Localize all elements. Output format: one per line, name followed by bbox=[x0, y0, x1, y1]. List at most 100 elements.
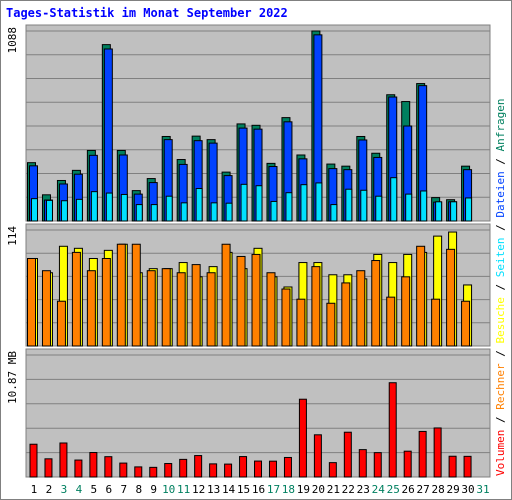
bar-volumen bbox=[74, 459, 83, 478]
bar-rechner bbox=[281, 288, 291, 347]
bar-volumen bbox=[433, 427, 442, 478]
bar-volumen bbox=[403, 450, 412, 478]
bar-seiten bbox=[270, 200, 278, 222]
legend-item: Volumen bbox=[494, 430, 507, 476]
x-tick-label: 2 bbox=[46, 483, 53, 496]
right-legend: Volumen / Rechner / Besuche / Seiten / D… bbox=[494, 98, 507, 476]
x-tick-label: 21 bbox=[327, 483, 340, 496]
bar-seiten bbox=[135, 204, 143, 222]
bar-volumen bbox=[164, 463, 173, 478]
bar-seiten bbox=[45, 199, 53, 222]
bar-seiten bbox=[255, 185, 263, 222]
bar-rechner bbox=[446, 248, 456, 347]
bar-volumen bbox=[373, 452, 382, 478]
legend-item: Seiten bbox=[494, 238, 507, 278]
panel-middle: 114 bbox=[6, 223, 491, 347]
bar-rechner bbox=[146, 270, 156, 347]
bar-rechner bbox=[71, 251, 81, 347]
bar-seiten bbox=[165, 195, 173, 222]
bar-rechner bbox=[221, 243, 231, 347]
legend-item: Anfragen bbox=[494, 98, 507, 151]
bar-seiten bbox=[300, 184, 308, 222]
bar-seiten bbox=[360, 189, 368, 222]
x-tick-label: 17 bbox=[267, 483, 280, 496]
panels: 1088 114 10.87 MB bbox=[6, 24, 491, 478]
bar-seiten bbox=[390, 177, 398, 222]
x-tick-label: 8 bbox=[135, 483, 142, 496]
bar-seiten bbox=[345, 188, 353, 222]
bar-seiten bbox=[375, 195, 383, 222]
bar-rechner bbox=[206, 272, 216, 347]
bar-rechner bbox=[341, 282, 351, 347]
x-tick-label: 22 bbox=[342, 483, 355, 496]
bar-rechner bbox=[161, 268, 171, 347]
bar-volumen bbox=[313, 434, 322, 478]
bar-seiten bbox=[330, 204, 338, 222]
bar-rechner bbox=[266, 272, 276, 347]
bar-rechner bbox=[416, 245, 426, 347]
bar-volumen bbox=[104, 456, 113, 478]
bar-rechner bbox=[371, 260, 381, 347]
bar-rechner bbox=[56, 300, 66, 347]
bar-volumen bbox=[298, 398, 307, 478]
bar-seiten bbox=[75, 198, 83, 222]
legend-item: Dateien bbox=[494, 171, 507, 217]
legend-item: / bbox=[494, 410, 507, 430]
bar-rechner bbox=[296, 298, 306, 347]
bar-rechner bbox=[356, 270, 366, 347]
chart-title: Tages-Statistik im Monat September 2022 bbox=[6, 6, 288, 20]
bar-volumen bbox=[149, 466, 158, 478]
panel-bottom: 10.87 MB bbox=[6, 348, 491, 478]
bar-volumen bbox=[119, 462, 128, 478]
bar-rechner bbox=[131, 243, 141, 347]
bar-seiten bbox=[405, 193, 413, 222]
x-tick-label: 6 bbox=[106, 483, 113, 496]
bar-volumen bbox=[358, 449, 367, 478]
x-tick-label: 11 bbox=[177, 483, 190, 496]
y-tick-label: 1088 bbox=[6, 27, 19, 54]
bar-volumen bbox=[134, 466, 143, 478]
bar-volumen bbox=[343, 431, 352, 478]
bar-volumen bbox=[283, 456, 292, 478]
bar-rechner bbox=[251, 253, 261, 347]
x-tick-label: 28 bbox=[431, 483, 444, 496]
bar-volumen bbox=[224, 463, 233, 478]
bar-seiten bbox=[435, 201, 443, 222]
x-tick-label: 13 bbox=[207, 483, 220, 496]
bar-seiten bbox=[90, 191, 98, 222]
bar-volumen bbox=[44, 458, 53, 478]
x-tick-label: 15 bbox=[237, 483, 250, 496]
panel-top: 1088 bbox=[6, 24, 491, 222]
bar-seiten bbox=[195, 188, 203, 222]
x-tick-label: 16 bbox=[252, 483, 265, 496]
x-tick-label: 1 bbox=[31, 483, 38, 496]
bar-rechner bbox=[176, 272, 186, 347]
bar-volumen bbox=[179, 458, 188, 478]
y-tick-label: 114 bbox=[6, 226, 19, 246]
bar-volumen bbox=[268, 460, 277, 478]
bar-seiten bbox=[210, 202, 218, 222]
bar-volumen bbox=[209, 463, 218, 478]
legend-item: / bbox=[494, 277, 507, 297]
x-tick-label: 9 bbox=[150, 483, 157, 496]
x-tick-label: 7 bbox=[120, 483, 127, 496]
bar-seiten bbox=[225, 202, 233, 222]
x-tick-label: 25 bbox=[387, 483, 400, 496]
bar-seiten bbox=[60, 200, 68, 222]
x-tick-label: 5 bbox=[91, 483, 98, 496]
legend-item: Besuche bbox=[494, 297, 507, 343]
legend-text: Volumen / Rechner / Besuche / Seiten / D… bbox=[494, 98, 507, 476]
bar-seiten bbox=[180, 202, 188, 222]
x-tick-label: 23 bbox=[357, 483, 370, 496]
legend-item: Rechner bbox=[494, 363, 507, 410]
bar-seiten bbox=[120, 193, 128, 222]
y-tick-label: 10.87 MB bbox=[6, 351, 19, 404]
bar-rechner bbox=[41, 270, 51, 347]
bar-rechner bbox=[386, 296, 396, 347]
bar-seiten bbox=[240, 183, 248, 222]
x-tick-label: 27 bbox=[417, 483, 430, 496]
bar-seiten bbox=[420, 190, 428, 222]
x-tick-label: 10 bbox=[162, 483, 175, 496]
x-tick-label: 29 bbox=[446, 483, 459, 496]
x-tick-label: 18 bbox=[282, 483, 295, 496]
